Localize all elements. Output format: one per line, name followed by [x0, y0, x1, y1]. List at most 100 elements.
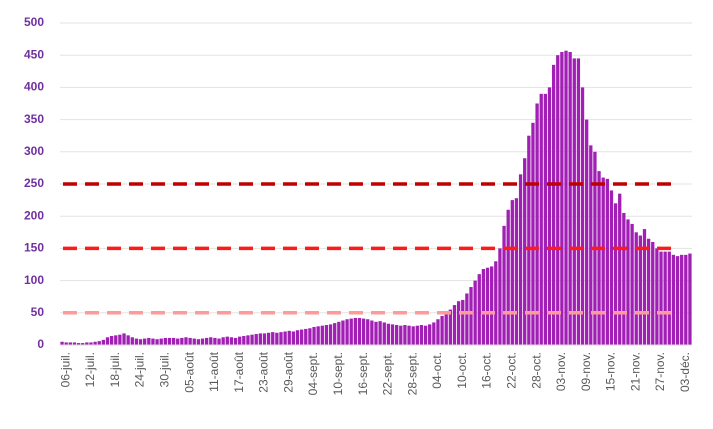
x-tick-label: 03-nov. — [554, 352, 568, 391]
x-tick-label: 04-sept. — [306, 352, 320, 395]
bar — [440, 316, 444, 345]
bar — [64, 342, 68, 345]
bar — [477, 274, 481, 345]
bar — [337, 321, 341, 345]
bar — [634, 232, 638, 345]
bar — [663, 251, 667, 345]
bar — [432, 322, 436, 345]
bar — [498, 248, 502, 345]
bar — [258, 333, 262, 345]
bar — [655, 248, 659, 345]
bar — [250, 334, 254, 345]
bar — [101, 339, 106, 345]
bar — [353, 317, 357, 345]
bar — [60, 341, 64, 345]
bar — [176, 338, 180, 345]
bar — [560, 51, 564, 345]
bar — [667, 251, 671, 345]
bar — [547, 87, 552, 346]
bar — [448, 309, 453, 345]
x-tick-label: 16-oct. — [480, 352, 494, 389]
bar — [510, 200, 514, 345]
bar — [171, 337, 176, 345]
bar — [456, 301, 461, 345]
bar — [130, 337, 134, 345]
bar — [279, 332, 283, 345]
y-tick-label: 350 — [24, 112, 44, 126]
bar — [308, 328, 312, 345]
bar — [97, 341, 101, 345]
bar — [366, 319, 370, 345]
bar — [333, 323, 337, 345]
bar — [601, 177, 605, 345]
bar — [428, 324, 432, 345]
bar — [242, 335, 246, 345]
x-tick-label: 04-oct. — [430, 352, 444, 389]
bar — [349, 318, 353, 345]
bar — [382, 322, 386, 345]
bar — [357, 317, 362, 345]
x-tick-label: 29-août — [281, 351, 295, 392]
x-tick-label: 22-sept. — [381, 352, 395, 395]
bar — [572, 58, 576, 346]
bar — [316, 326, 320, 345]
x-tick-label: 28-sept. — [405, 352, 419, 395]
bar — [407, 325, 411, 345]
y-tick-label: 0 — [37, 337, 44, 351]
bar — [188, 337, 192, 345]
x-tick-label: 06-juil. — [58, 352, 72, 387]
x-tick-label: 23-août — [257, 351, 271, 392]
x-tick-label: 17-août — [232, 351, 246, 392]
bar — [671, 254, 676, 345]
y-tick-label: 150 — [24, 241, 44, 255]
bar — [423, 325, 428, 345]
bar — [114, 335, 118, 345]
bar — [523, 158, 527, 345]
bar — [370, 320, 374, 345]
bar — [452, 305, 457, 345]
y-tick-label: 450 — [24, 47, 44, 61]
y-tick-label: 500 — [24, 15, 44, 29]
bar — [238, 336, 242, 345]
y-tick-label: 200 — [24, 208, 44, 222]
bar — [192, 338, 196, 345]
bar — [229, 337, 234, 345]
bar — [105, 337, 110, 345]
bar — [221, 337, 225, 345]
bar — [246, 335, 250, 345]
bar — [196, 339, 201, 345]
y-tick-label: 250 — [24, 176, 44, 190]
bar — [539, 93, 543, 345]
bar — [684, 254, 688, 345]
bar — [167, 337, 172, 345]
bar — [638, 235, 643, 345]
y-tick-label: 50 — [31, 305, 45, 319]
x-tick-label: 05-août — [182, 351, 196, 392]
bar — [490, 266, 494, 345]
bar — [630, 223, 634, 345]
bar — [93, 341, 97, 345]
bar — [399, 325, 403, 345]
bar — [345, 319, 349, 345]
x-tick-label: 18-juil. — [108, 352, 122, 387]
bar — [151, 338, 155, 345]
bar — [374, 321, 378, 345]
bar — [138, 339, 143, 345]
bar — [502, 225, 506, 345]
x-tick-label: 15-nov. — [604, 352, 618, 391]
bar — [275, 332, 279, 345]
bar — [217, 338, 221, 345]
x-tick-label: 21-nov. — [628, 352, 642, 391]
bar — [469, 287, 473, 345]
bar — [646, 238, 651, 345]
bar — [609, 190, 614, 345]
bar — [304, 328, 308, 345]
bar — [568, 51, 572, 345]
bar — [390, 324, 395, 345]
bar — [184, 337, 188, 345]
bar — [618, 193, 622, 345]
x-tick-label: 03-déc. — [678, 352, 692, 392]
bar — [134, 338, 139, 345]
bar — [361, 318, 366, 345]
